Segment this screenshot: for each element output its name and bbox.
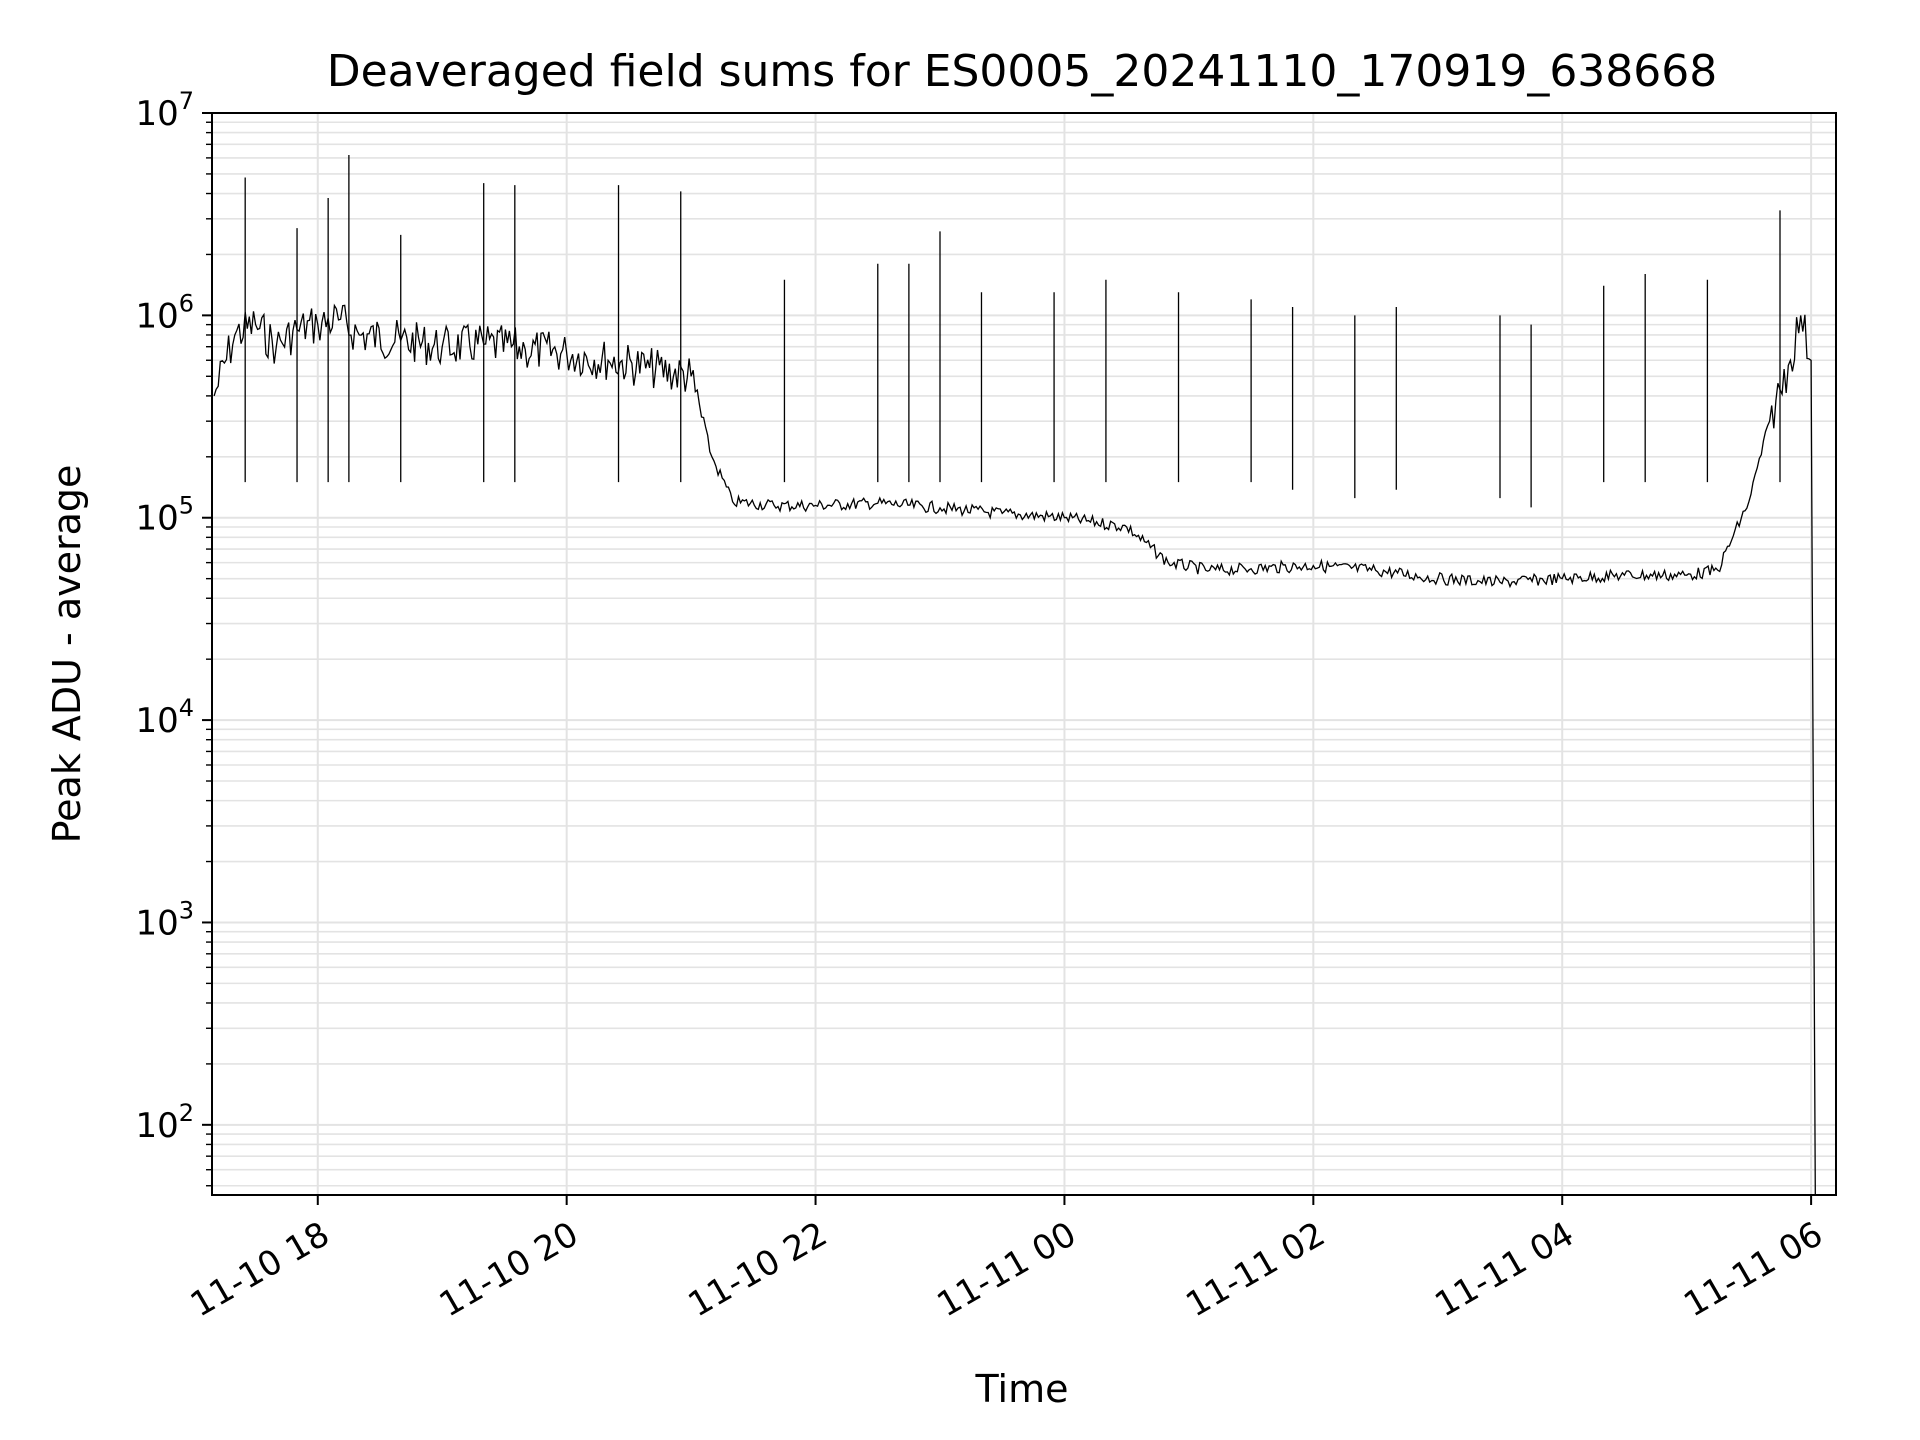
y-tick-label: 105 [135,492,194,539]
grid [212,112,1836,1195]
y-tick-label: 107 [135,87,194,134]
y-tick-label: 104 [135,694,194,741]
y-axis: 102 103 104 105 106 107 [135,87,212,1187]
chart-title: Deaveraged field sums for ES0005_2024111… [327,46,1718,97]
y-tick-label: 106 [135,289,194,336]
plot-area [213,155,1816,1196]
y-tick-label: 103 [135,896,194,943]
y-tick-label: 102 [135,1099,194,1146]
y-axis-label: Peak ADU - average [45,465,89,844]
axes-frame [211,112,1837,1196]
x-axis-label: Time [975,1367,1069,1411]
